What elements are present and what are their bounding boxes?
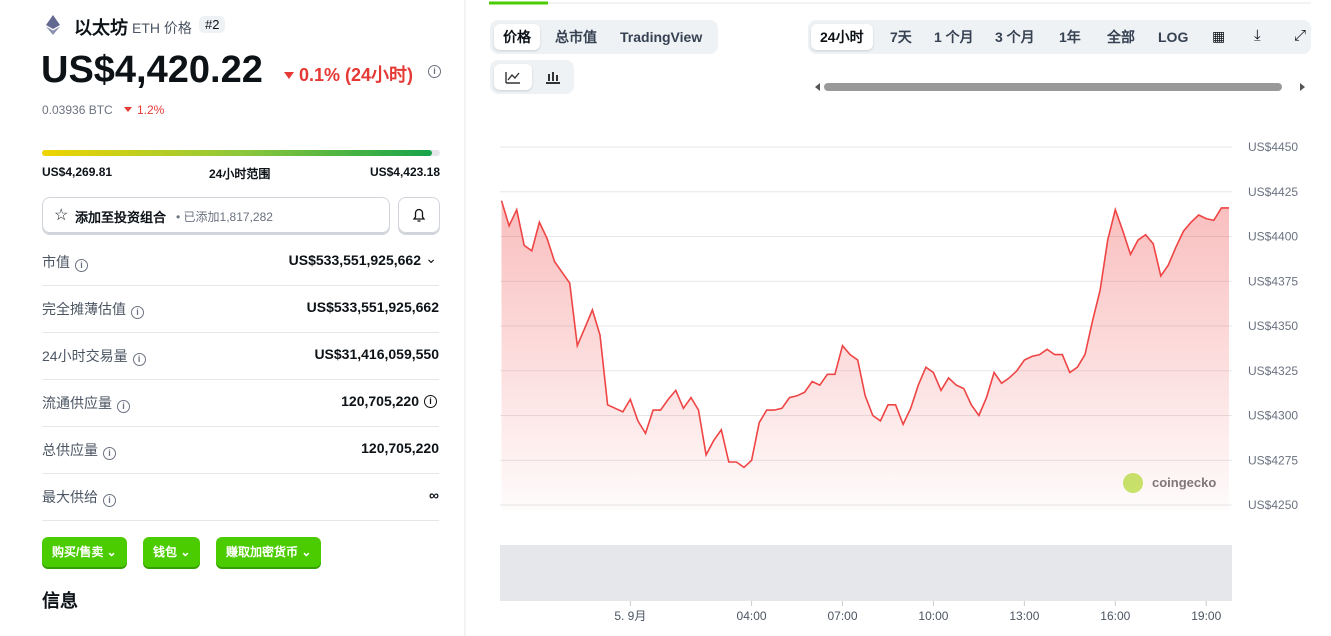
alert-button[interactable]: [398, 197, 440, 233]
expand-chevron[interactable]: ⌄: [425, 250, 437, 266]
stat-row: 总供应量 i 120,705,220: [42, 426, 439, 474]
stat-value: 120,705,220: [341, 393, 419, 409]
stat-label-text: 总供应量: [42, 442, 98, 458]
action-label: 赚取加密货币: [226, 545, 299, 559]
change-text: 0.1% (24小时): [299, 65, 414, 85]
y-tick-label: US$4300: [1248, 409, 1298, 423]
stat-value: ∞: [429, 487, 439, 503]
view-tabs: 价格 总市值 TradingView: [490, 20, 718, 54]
coin-symbol: ETH 价格: [132, 20, 192, 36]
portfolio-button[interactable]: ☆ 添加至投资组合 • 已添加1,817,282: [42, 197, 390, 233]
y-tick-label: US$4350: [1248, 319, 1298, 333]
y-tick-label: US$4400: [1248, 230, 1298, 244]
btc-change-text: 1.2%: [137, 103, 165, 117]
eth-logo: [46, 15, 60, 35]
stat-label-text: 完全摊薄估值: [42, 301, 126, 317]
x-tick-label: 10:00: [918, 609, 948, 623]
range-low: US$4,269.81: [42, 165, 113, 179]
range-tabs: ▦ ⤓ ⤢ 24小时 7天 1 个月 3 个月 1年 全部 LOG: [808, 20, 1311, 54]
y-tick-label: US$4425: [1248, 185, 1298, 199]
portfolio-label: 添加至投资组合: [75, 210, 167, 225]
line-style[interactable]: [494, 64, 532, 90]
stat-row: 最大供给 i ∞: [42, 473, 439, 521]
star-icon: ☆: [54, 207, 69, 224]
stat-label: 市值 i: [42, 252, 88, 272]
info-icon[interactable]: i: [428, 65, 441, 78]
range-track: [42, 150, 440, 156]
stat-label-text: 市值: [42, 254, 70, 270]
btc-price: 0.03936 BTC: [42, 103, 113, 117]
range-tab[interactable]: 3 个月: [995, 29, 1035, 45]
stat-row: 流通供应量 i 120,705,220 i: [42, 379, 439, 427]
stat-label-text: 流通供应量: [42, 395, 112, 411]
range-tab[interactable]: 1 个月: [934, 29, 974, 45]
stat-label-text: 24小时交易量: [42, 348, 128, 364]
y-tick-label: US$4450: [1248, 140, 1298, 154]
stat-value: US$533,551,925,662: [306, 299, 439, 315]
range-tab[interactable]: LOG: [1158, 29, 1189, 45]
x-tick-label: 19:00: [1191, 609, 1221, 623]
stat-row: 市值 i US$533,551,925,662 ⌄: [42, 238, 439, 286]
x-tick-label: 13:00: [1009, 609, 1039, 623]
bell-icon: [412, 208, 426, 222]
scrollbar[interactable]: [824, 83, 1282, 91]
action-button[interactable]: 购买/售卖 ⌄: [42, 537, 127, 567]
range-tab[interactable]: 7天: [890, 29, 912, 45]
stat-value: US$533,551,925,662: [288, 252, 421, 268]
range-high: US$4,423.18: [369, 165, 440, 179]
x-tick-label: 04:00: [737, 609, 767, 623]
y-tick-label: US$4275: [1248, 453, 1298, 467]
fullscreen-icon[interactable]: ⤢: [1294, 27, 1307, 44]
y-tick-label: US$4375: [1248, 274, 1298, 288]
y-tick-label: US$4325: [1248, 364, 1298, 378]
price-line: [500, 200, 1229, 469]
range-tab[interactable]: 24小时: [811, 24, 873, 50]
action-button[interactable]: 赚取加密货币 ⌄: [216, 537, 322, 567]
btc-change: 1.2%: [124, 103, 164, 117]
stat-value: US$31,416,059,550: [314, 346, 439, 362]
action-label: 钱包: [153, 545, 178, 559]
x-tick-label: 5. 9月: [614, 609, 646, 623]
tab[interactable]: 价格: [494, 24, 540, 50]
coin-name: 以太坊: [74, 18, 128, 38]
download-icon[interactable]: ⤓: [1254, 27, 1261, 44]
volume-band: [500, 545, 1232, 601]
portfolio-added: 已添加1,817,282: [183, 210, 273, 224]
range-tab[interactable]: 全部: [1107, 29, 1135, 45]
price-change: 0.1% (24小时): [284, 61, 413, 87]
rank: #2: [199, 16, 226, 33]
area: [501, 200, 1229, 510]
x-tick-label: 07:00: [827, 609, 857, 623]
price: US$4,420.22: [41, 49, 263, 91]
range-tab[interactable]: 1年: [1059, 29, 1081, 45]
action-label: 购买/售卖: [52, 545, 104, 559]
range-label: 24小时范围: [209, 167, 271, 181]
stat-row: 24小时交易量 i US$31,416,059,550: [42, 332, 439, 380]
x-tick-label: 16:00: [1100, 609, 1130, 623]
section-title: 信息: [42, 591, 78, 611]
action-button[interactable]: 钱包 ⌄: [143, 537, 201, 567]
y-tick-label: US$4250: [1248, 498, 1298, 512]
calendar-icon[interactable]: ▦: [1212, 28, 1226, 44]
range-fill: [42, 150, 432, 156]
candle-style[interactable]: [534, 64, 572, 90]
tab[interactable]: TradingView: [620, 29, 703, 45]
chart-style: [490, 60, 574, 94]
stat-label-text: 最大供给: [42, 489, 98, 505]
tab[interactable]: 总市值: [555, 29, 597, 45]
stat-value: 120,705,220: [361, 440, 439, 456]
stat-row: 完全摊薄估值 i US$533,551,925,662: [42, 285, 439, 333]
